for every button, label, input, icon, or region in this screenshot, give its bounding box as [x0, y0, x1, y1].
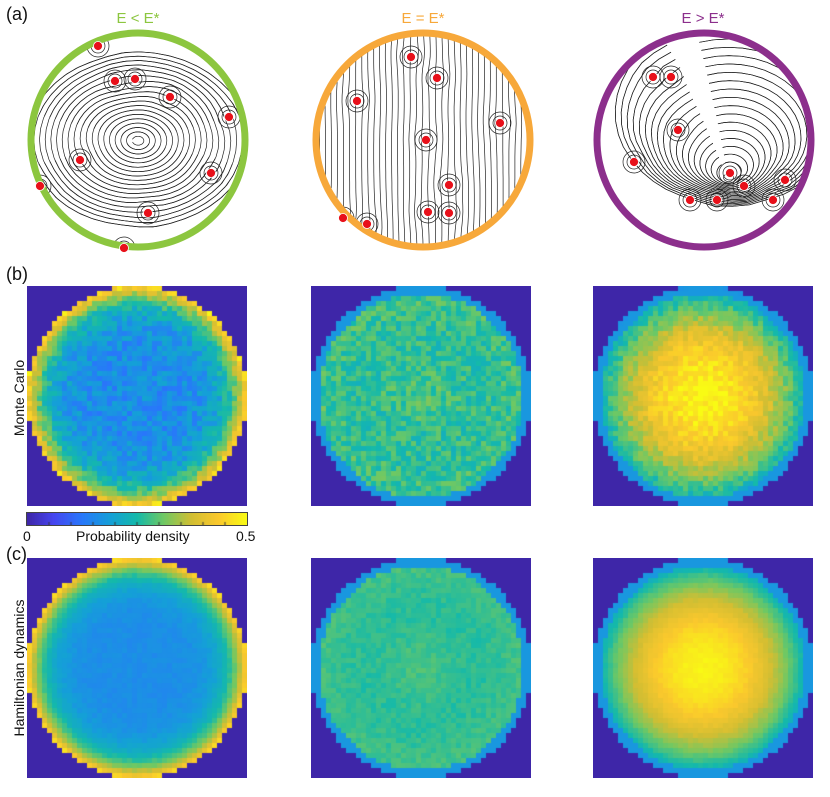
disk-below-critical [27, 29, 249, 253]
colorbar-min-label: 0 [23, 528, 31, 544]
vortex-dot [629, 157, 639, 167]
disk-boundary [312, 29, 534, 251]
vortex-dot [685, 195, 695, 205]
vortex-dot [143, 208, 153, 218]
vortex-dot [768, 195, 778, 205]
row-label-monte-carlo: Monte Carlo [11, 359, 27, 437]
vortex-dot [119, 243, 129, 253]
vortex-dot [206, 168, 216, 178]
vortex-dot [648, 72, 658, 82]
vortex-dot [93, 41, 103, 51]
vortex-dot [75, 155, 85, 165]
vortex-dot [362, 219, 372, 229]
column-title-below: E < E* [116, 10, 160, 27]
vortex-dot [780, 175, 790, 185]
disk-boundary [593, 29, 815, 251]
heatmap-mc-below [27, 286, 247, 506]
vortex-dot [421, 135, 431, 145]
row-label-hamiltonian: Hamiltonian dynamics [11, 599, 27, 737]
disk-boundary [27, 29, 249, 251]
vortex-dot [712, 195, 722, 205]
heatmap-ham-equal [311, 558, 531, 778]
vortex-dot [165, 92, 175, 102]
vortex-dot [35, 181, 45, 191]
vortex-dot [444, 208, 454, 218]
vortex-dot [495, 118, 505, 128]
vortex-dot [224, 112, 234, 122]
heatmap-mc-above [593, 286, 813, 506]
vortex-dot [739, 181, 749, 191]
vortex-dot [432, 73, 442, 83]
vortex-dot [352, 96, 362, 106]
vortex-dot [406, 52, 416, 62]
heatmap-ham-below [27, 558, 247, 778]
vortex-dot [673, 125, 683, 135]
vortex-dot [725, 168, 735, 178]
flow-diagrams [27, 29, 815, 253]
disk-above-critical [593, 29, 815, 251]
panel-label-a: (a) [6, 4, 28, 24]
heatmap-ham-above [593, 558, 813, 778]
colorbar [26, 512, 248, 526]
column-title-equal: E = E* [401, 10, 445, 27]
vortex-dot [444, 180, 454, 190]
colorbar-max-label: 0.5 [236, 528, 256, 544]
vortex-dot [423, 207, 433, 217]
panel-label-c: (c) [6, 544, 27, 564]
vortex-dot [110, 76, 120, 86]
vortex-dot [338, 213, 348, 223]
colorbar-title: Probability density [76, 528, 190, 544]
heatmap-mc-equal [311, 286, 531, 506]
vortex-dot [130, 74, 140, 84]
disk-at-critical [312, 29, 534, 251]
column-title-above: E > E* [681, 10, 725, 27]
panel-label-b: (b) [6, 264, 28, 284]
vortex-dot [666, 72, 676, 82]
